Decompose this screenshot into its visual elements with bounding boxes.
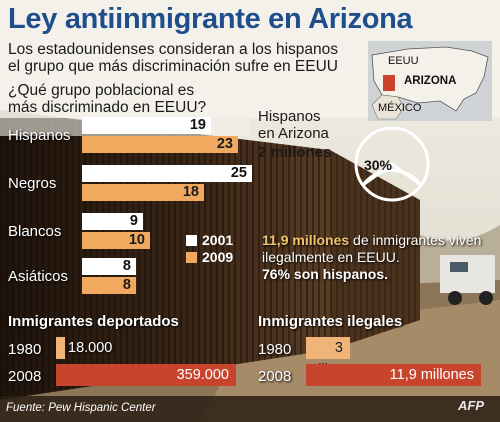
category-label: Negros: [8, 175, 57, 192]
category-label: Asiáticos: [8, 268, 69, 285]
illegal-immigrants-note: 11,9 millones de inmigrantes viven ilega…: [262, 232, 482, 283]
bar-2001-blancos: 9: [82, 213, 143, 230]
page-title: Ley antiinmigrante en Arizona: [8, 3, 413, 35]
illBars-bar-2008: 11,9 millones: [306, 364, 481, 386]
legend-swatch-2001: [186, 235, 197, 246]
deported-bar-1980: [56, 337, 65, 359]
category-label: Blancos: [8, 223, 62, 240]
pie-total: 2 millones: [258, 144, 332, 161]
subtitle: Los estadounidenses consideran a los his…: [8, 41, 339, 75]
chart-question: ¿Qué grupo poblacional es más discrimina…: [8, 82, 207, 116]
illegal-title: Inmigrantes ilegales: [258, 313, 403, 330]
bar-2001-negros: 25: [82, 165, 252, 182]
map-inset: [368, 41, 492, 121]
map-state-label: ARIZONA: [404, 75, 457, 87]
legend-label-2001: 2001: [202, 232, 234, 248]
map-neighbor-label: MÉXICO: [378, 102, 422, 114]
pie-slice-hispanos: [361, 162, 423, 187]
deported-year-1980: 1980: [8, 341, 42, 358]
bar-2001-asiáticos: 8: [82, 258, 136, 275]
illegal-year-2008: 2008: [258, 368, 292, 385]
deported-year-2008: 2008: [8, 368, 42, 385]
illegal-year-1980: 1980: [258, 341, 292, 358]
category-label: Hispanos: [8, 127, 71, 144]
deported-value-label-1980: 18.000: [68, 340, 113, 356]
pie-slice-rest: [354, 126, 430, 202]
note-percent: 76% son hispanos.: [262, 266, 389, 282]
map-country-label: EEUU: [388, 55, 419, 67]
illBars-bar-1980: 3 millones: [306, 337, 359, 378]
bar-2009-hispanos: 23: [82, 136, 238, 153]
pie-chart: 30%: [354, 126, 430, 202]
source-note: Fuente: Pew Hispanic Center: [6, 402, 156, 414]
bar-2009-blancos: 10: [82, 232, 150, 249]
note-highlight: 11,9 millones: [262, 232, 350, 248]
bar-2009-negros: 18: [82, 184, 204, 201]
bar-2001-hispanos: 19: [82, 117, 211, 134]
legend-label-2009: 2009: [202, 249, 234, 265]
pie-title: Hispanos en Arizona: [258, 108, 329, 142]
afp-logo: AFP: [458, 398, 484, 413]
deported-title: Inmigrantes deportados: [8, 313, 179, 330]
note-text: de inmigrantes viven ilegalmente en EEUU…: [262, 232, 482, 265]
legend-swatch-2009: [186, 252, 197, 263]
us-map-icon: [368, 41, 492, 121]
deported-bar-2008: 359.000: [56, 364, 236, 386]
bar-2009-asiáticos: 8: [82, 277, 136, 294]
pie-percent-label: 30%: [364, 157, 393, 173]
